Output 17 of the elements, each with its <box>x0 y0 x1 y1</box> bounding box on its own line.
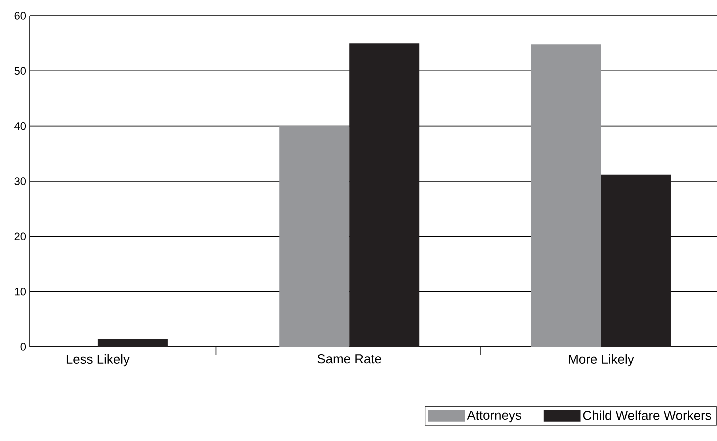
y-tick-label: 40 <box>14 122 26 130</box>
x-tick-label: More Likely <box>569 354 634 367</box>
y-tick-label: 10 <box>15 288 26 296</box>
x-tick-label: Same Rate <box>318 354 382 364</box>
legend-label: Attorneys <box>467 410 522 423</box>
y-tick-label: 50 <box>14 67 26 76</box>
bar <box>601 174 672 347</box>
y-tick-label: 0 <box>20 343 26 351</box>
bar <box>280 126 350 347</box>
y-tick-label: 60 <box>14 12 26 20</box>
y-tick-label: 20 <box>14 232 26 241</box>
y-tick-label: 30 <box>14 178 26 186</box>
bar <box>531 44 602 347</box>
bar <box>98 339 168 347</box>
x-tick-label: Less Likely <box>66 354 130 367</box>
legend-label: Child Welfare Workers <box>583 410 712 420</box>
bar <box>350 44 420 347</box>
